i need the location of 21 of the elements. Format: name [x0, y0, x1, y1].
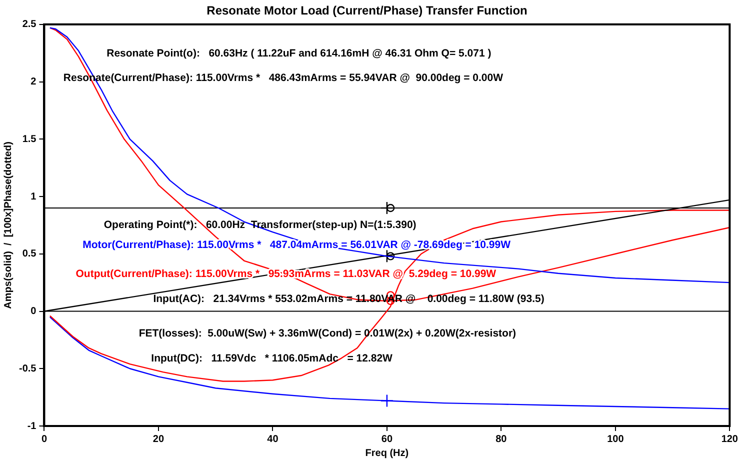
annotation: Operating Point(*): 60.00Hz Transformer(step-up) N=(1:5.390): [104, 219, 416, 232]
y-tick-label: 2.5: [22, 19, 37, 30]
x-tick-label: 20: [152, 434, 164, 445]
y-tick-label: 0.5: [22, 248, 37, 260]
y-tick-label: 0: [30, 306, 37, 318]
x-tick-label: 120: [721, 434, 738, 445]
x-tick-label: 100: [607, 434, 624, 445]
y-tick-label: 2: [30, 76, 37, 88]
annotation: Resonate Point(o): 60.63Hz ( 11.22uF and 614.16mH @ 46.31 Ohm Q= 5.071 ): [106, 48, 492, 60]
y-tick-label: 1.5: [22, 134, 37, 145]
y-tick-label: -1: [27, 420, 37, 432]
x-tick-label: 40: [267, 434, 279, 445]
y-tick-label: 1: [30, 191, 37, 202]
x-tick-label: 60: [381, 434, 393, 445]
x-axis-title: Freq (Hz): [365, 448, 409, 459]
x-tick-label: 80: [496, 434, 508, 445]
y-tick-label: -0.5: [18, 363, 37, 374]
x-tick-label: 0: [41, 434, 48, 445]
y-axis-title: Amps(solid) / [100x]Phase(dotted): [2, 142, 14, 309]
chart-title: Resonate Motor Load (Current/Phase) Transfer Function: [206, 4, 528, 18]
annotation: Input(DC): 11.59Vdc * 1106.05mAdc = 12.82W: [151, 352, 393, 364]
